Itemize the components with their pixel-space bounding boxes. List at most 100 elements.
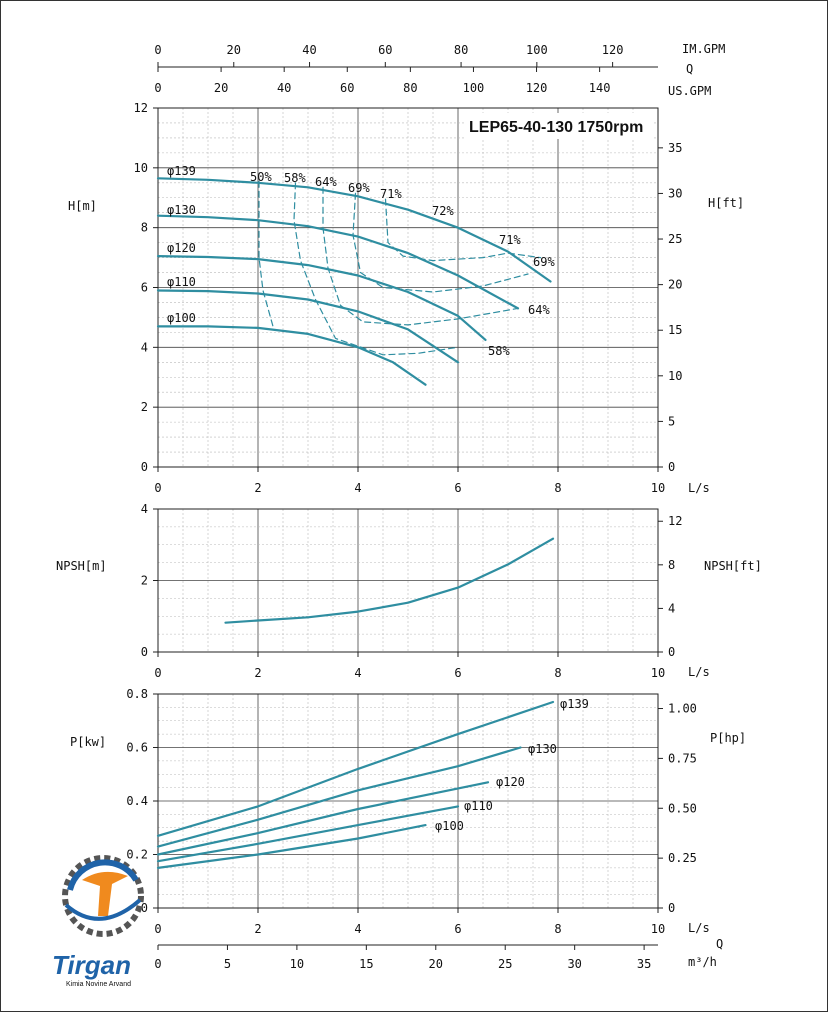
tick-label-x: 0 bbox=[154, 481, 161, 495]
npsh-panel: 0 2 4 0 4 8 12 0 2 4 6 8 10 L/s NPSH[m] NPSH[ft] bbox=[56, 502, 762, 680]
tick-label-x: 2 bbox=[254, 666, 261, 680]
eff-label-71-right: 71% bbox=[499, 233, 521, 247]
tick-label-right: 0 bbox=[668, 901, 675, 915]
tick-label-left: 0.2 bbox=[126, 848, 148, 862]
logo-name: Tirgan bbox=[52, 950, 131, 980]
power-grid bbox=[157, 693, 659, 909]
tick-label-im-gpm: 120 bbox=[602, 43, 624, 57]
tick-label-left: 0 bbox=[141, 901, 148, 915]
npsh-ylabel-right: NPSH[ft] bbox=[704, 559, 762, 573]
tick-label-right: 25 bbox=[668, 232, 682, 246]
head-ylabel-right: H[ft] bbox=[708, 196, 744, 210]
tick-label-im-gpm: 80 bbox=[454, 43, 468, 57]
eff-label-58-top: 58% bbox=[284, 171, 306, 185]
tick-label-x: 2 bbox=[254, 922, 261, 936]
logo-tagline: Kimia Novine Arvand bbox=[66, 981, 131, 988]
tick-label-left: 12 bbox=[134, 101, 148, 115]
efficiency-line bbox=[258, 180, 274, 327]
npsh-grid bbox=[157, 508, 659, 653]
tick-label-us-gpm: 60 bbox=[340, 81, 354, 95]
tick-label-m3h: 10 bbox=[290, 957, 304, 971]
tick-label-left: 0.8 bbox=[126, 687, 148, 701]
head-label-130: φ130 bbox=[167, 203, 196, 217]
tick-label-right: 0.50 bbox=[668, 801, 697, 815]
im-gpm-ticks: 0 20 40 60 80 100 120 bbox=[154, 43, 623, 67]
tick-label-m3h: 35 bbox=[637, 957, 651, 971]
power-label-130: φ130 bbox=[528, 742, 557, 756]
power-curve bbox=[156, 781, 490, 856]
power-label-139: φ139 bbox=[560, 697, 589, 711]
tick-label-right: 10 bbox=[668, 369, 682, 383]
head-right-ticks: 0 5 10 15 20 25 30 35 bbox=[658, 141, 682, 474]
power-ylabel-left: P[kw] bbox=[70, 735, 106, 749]
tick-label-right: 15 bbox=[668, 323, 682, 337]
power-curve bbox=[156, 805, 460, 863]
impeller-labels-power: φ139 φ130 φ120 φ110 φ100 bbox=[435, 697, 589, 833]
power-ylabel-right: P[hp] bbox=[710, 731, 746, 745]
npsh-x-ticks: 0 2 4 6 8 10 bbox=[154, 652, 665, 680]
chart-title: LEP65-40-130 1750rpm bbox=[469, 119, 643, 136]
im-gpm-label: IM.GPM bbox=[682, 42, 725, 56]
tick-label-im-gpm: 100 bbox=[526, 43, 548, 57]
eff-label-64-top: 64% bbox=[315, 175, 337, 189]
tick-label-left: 6 bbox=[141, 281, 148, 295]
tick-label-x: 2 bbox=[254, 481, 261, 495]
tick-label-right: 5 bbox=[668, 414, 675, 428]
eff-label-72: 72% bbox=[432, 204, 454, 218]
power-curve bbox=[156, 700, 555, 837]
tick-label-right: 0 bbox=[668, 460, 675, 474]
eff-label-58-right: 58% bbox=[488, 344, 510, 358]
npsh-left-ticks: 0 2 4 bbox=[141, 502, 158, 659]
tick-label-right: 0 bbox=[668, 645, 675, 659]
head-label-139: φ139 bbox=[167, 164, 196, 178]
power-label-100: φ100 bbox=[435, 819, 464, 833]
power-curve bbox=[156, 823, 427, 870]
head-curves bbox=[156, 177, 552, 386]
tick-label-m3h: 30 bbox=[567, 957, 581, 971]
tick-label-x: 0 bbox=[154, 922, 161, 936]
tick-label-x: 4 bbox=[354, 481, 361, 495]
bottom-axis: 0 5 10 15 20 25 30 35 Q m³/h bbox=[154, 937, 723, 971]
power-curve bbox=[156, 746, 522, 848]
tick-label-x: 4 bbox=[354, 922, 361, 936]
eff-label-71-top: 71% bbox=[380, 187, 402, 201]
power-left-ticks: 0 0.2 0.4 0.6 0.8 bbox=[126, 687, 158, 915]
head-label-100: φ100 bbox=[167, 311, 196, 325]
tick-label-right: 30 bbox=[668, 186, 682, 200]
m3h-label: m³/h bbox=[688, 955, 717, 969]
q-label-bottom: Q bbox=[716, 937, 723, 951]
tick-label-im-gpm: 20 bbox=[227, 43, 241, 57]
tick-label-left: 10 bbox=[134, 161, 148, 175]
us-gpm-ticks: 0 20 40 60 80 100 120 140 bbox=[154, 67, 610, 95]
head-curve bbox=[156, 177, 552, 283]
tick-label-right: 0.25 bbox=[668, 851, 697, 865]
tick-label-left: 4 bbox=[141, 340, 148, 354]
head-curve bbox=[156, 289, 460, 364]
tick-label-us-gpm: 100 bbox=[463, 81, 485, 95]
tick-label-left: 0.6 bbox=[126, 741, 148, 755]
tick-label-left: 0 bbox=[141, 645, 148, 659]
tick-label-x: 10 bbox=[651, 666, 665, 680]
m3h-ticks: 0 5 10 15 20 25 30 35 bbox=[154, 945, 651, 971]
tick-label-x: 6 bbox=[454, 481, 461, 495]
eff-label-50: 50% bbox=[250, 170, 272, 184]
tick-label-im-gpm: 60 bbox=[378, 43, 392, 57]
tick-label-us-gpm: 40 bbox=[277, 81, 291, 95]
head-curve bbox=[156, 255, 487, 341]
eff-label-69-top: 69% bbox=[348, 181, 370, 195]
power-right-ticks: 0 0.25 0.50 0.75 1.00 bbox=[658, 702, 697, 915]
head-x-label: L/s bbox=[688, 481, 710, 495]
tick-label-left: 0.4 bbox=[126, 794, 148, 808]
tick-label-x: 4 bbox=[354, 666, 361, 680]
power-x-label: L/s bbox=[688, 921, 710, 935]
eff-label-69-right: 69% bbox=[533, 255, 555, 269]
tick-label-x: 8 bbox=[554, 481, 561, 495]
head-grid bbox=[157, 107, 659, 468]
tick-label-us-gpm: 80 bbox=[403, 81, 417, 95]
tick-label-left: 2 bbox=[141, 400, 148, 414]
tick-label-right: 4 bbox=[668, 601, 675, 615]
tick-label-right: 12 bbox=[668, 514, 682, 528]
power-curves bbox=[156, 700, 555, 870]
